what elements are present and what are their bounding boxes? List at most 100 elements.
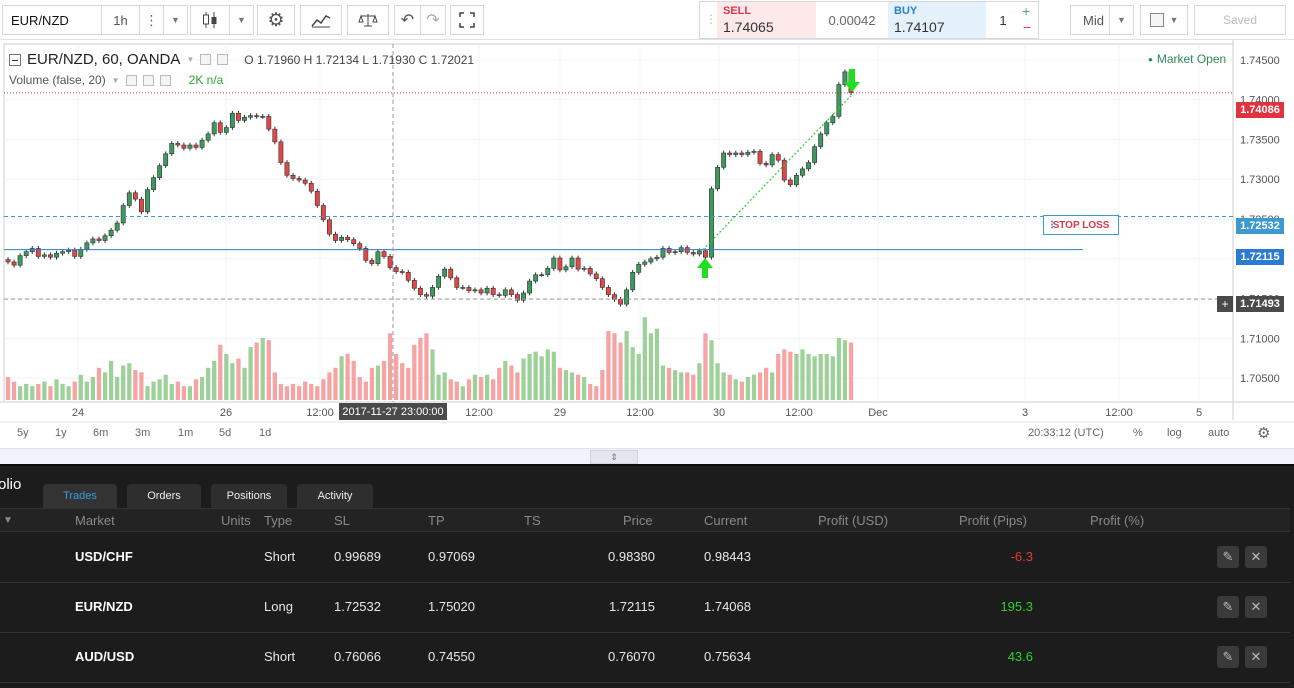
edit-icon[interactable]: ✎	[1217, 646, 1239, 668]
tab-positions[interactable]: Positions	[211, 484, 287, 508]
volume-bar	[424, 333, 429, 400]
quantity-decrease-icon[interactable]: −	[1023, 19, 1032, 35]
chart-style-dropdown[interactable]: ▼	[230, 5, 254, 35]
log-scale-toggle[interactable]: log	[1167, 427, 1182, 439]
buy-label: BUY	[894, 5, 918, 17]
table-row[interactable]: USD/CHF Short 0.99689 0.97069 0.98380 0.…	[0, 533, 1290, 583]
col-market[interactable]: Market	[75, 513, 115, 528]
edit-icon[interactable]: ✎	[1217, 596, 1239, 618]
volume-bar	[484, 374, 490, 400]
volume-bar	[697, 363, 702, 400]
range-1m[interactable]: 1m	[178, 427, 194, 439]
chevron-down-icon[interactable]: ▼	[186, 55, 195, 64]
col-profit-usd[interactable]: Profit (USD)	[818, 513, 889, 528]
percent-scale-toggle[interactable]: %	[1133, 427, 1143, 439]
interval-menu-button[interactable]: ⋮	[140, 5, 164, 35]
candle-up	[223, 127, 229, 133]
buy-button[interactable]: BUY 1.74107	[888, 2, 986, 38]
add-alert-button[interactable]: +	[1217, 296, 1233, 312]
quantity-input[interactable]: 1	[999, 12, 1007, 28]
candle-up	[793, 174, 799, 186]
settings-small-icon[interactable]	[142, 74, 154, 86]
price-chart[interactable]: 1.745001.740001.735001.730001.725001.720…	[0, 40, 1294, 448]
symbol-search-input[interactable]: EUR/NZD	[2, 5, 102, 35]
chart-style-button[interactable]	[190, 5, 230, 35]
table-row[interactable]: AUD/USD Short 0.76066 0.74550 0.76070 0.…	[0, 633, 1290, 683]
candle-down	[618, 299, 623, 305]
square-icon	[1149, 13, 1164, 27]
tab-trades[interactable]: Trades	[43, 484, 117, 508]
volume-bar	[739, 381, 744, 400]
volume-bar	[672, 370, 678, 400]
candle-up	[551, 257, 557, 269]
cell-type: Long	[264, 599, 293, 614]
candle-down	[48, 254, 53, 258]
eye-icon[interactable]	[125, 74, 137, 86]
range-5d[interactable]: 5d	[219, 427, 232, 439]
col-ts[interactable]: TS	[524, 513, 541, 528]
table-row[interactable]: EUR/NZD Long 1.72532 1.75020 1.72115 1.7…	[0, 583, 1290, 633]
undo-button[interactable]: ↶	[394, 5, 420, 35]
cell-type: Short	[264, 549, 296, 564]
close-icon[interactable]	[159, 74, 171, 86]
col-current[interactable]: Current	[704, 513, 748, 528]
layout-button[interactable]: ▼	[1140, 5, 1188, 35]
price-mode-select[interactable]: Mid ▼	[1070, 5, 1134, 35]
candle-down	[5, 259, 11, 263]
volume-bar	[660, 365, 666, 400]
redo-button[interactable]: ↷	[420, 5, 446, 35]
collapse-icon[interactable]	[9, 53, 21, 66]
saved-button[interactable]: Saved	[1194, 5, 1286, 35]
quantity-increase-icon[interactable]: +	[1022, 3, 1031, 19]
tab-activity[interactable]: Activity	[297, 484, 373, 508]
candle-down	[763, 163, 769, 166]
range-1d[interactable]: 1d	[259, 427, 272, 439]
candle-up	[648, 258, 654, 263]
resize-handle-icon[interactable]: ⇕	[590, 450, 638, 464]
tab-orders[interactable]: Orders	[127, 484, 201, 508]
settings-small-icon[interactable]	[217, 54, 229, 65]
range-3m[interactable]: 3m	[135, 427, 151, 439]
candle-down	[217, 122, 223, 133]
range-5y[interactable]: 5y	[17, 427, 29, 439]
close-trade-icon[interactable]: ✕	[1245, 546, 1267, 568]
range-6m[interactable]: 6m	[93, 427, 109, 439]
fullscreen-button[interactable]	[450, 5, 484, 35]
cell-profit-pips: 195.3	[1000, 599, 1033, 614]
candle-down	[399, 271, 405, 273]
panel-divider[interactable]: ⇕	[0, 448, 1294, 464]
sell-button[interactable]: SELL 1.74065	[717, 2, 816, 38]
candle-down	[599, 278, 605, 288]
candle-up	[818, 133, 824, 147]
col-units[interactable]: Units	[221, 513, 251, 528]
interval-dropdown-button[interactable]: ▼	[164, 5, 188, 35]
compare-button[interactable]	[347, 5, 389, 35]
candle-up	[60, 251, 66, 254]
interval-button[interactable]: 1h	[102, 5, 140, 35]
close-trade-icon[interactable]: ✕	[1245, 596, 1267, 618]
sort-caret-icon[interactable]: ▼	[3, 515, 13, 526]
candle-down	[193, 144, 199, 148]
gear-icon[interactable]: ⚙	[1257, 425, 1271, 442]
indicators-button[interactable]	[300, 5, 342, 35]
col-profit-pips[interactable]: Profit (Pips)	[959, 513, 1027, 528]
volume-bar	[327, 372, 332, 400]
volume-bar	[430, 349, 435, 400]
range-1y[interactable]: 1y	[55, 427, 67, 439]
settings-button[interactable]: ⚙	[257, 5, 295, 35]
drag-handle-icon[interactable]: ⋮	[705, 12, 717, 26]
col-price[interactable]: Price	[623, 513, 653, 528]
col-type[interactable]: Type	[264, 513, 293, 528]
col-sl[interactable]: SL	[334, 513, 350, 528]
chevron-down-icon: ▼	[1169, 15, 1179, 25]
chart-area[interactable]: 1.745001.740001.735001.730001.725001.720…	[0, 40, 1294, 448]
edit-icon[interactable]: ✎	[1217, 546, 1239, 568]
eye-icon[interactable]	[200, 54, 212, 65]
cell-tp: 0.74550	[428, 649, 475, 664]
chevron-down-icon[interactable]: ▼	[111, 75, 120, 85]
auto-scale-toggle[interactable]: auto	[1208, 427, 1230, 439]
stop-loss-label[interactable]: STOP LOSS	[1043, 215, 1119, 235]
col-tp[interactable]: TP	[428, 513, 445, 528]
col-profit-pct[interactable]: Profit (%)	[1090, 513, 1145, 528]
close-trade-icon[interactable]: ✕	[1245, 646, 1267, 668]
